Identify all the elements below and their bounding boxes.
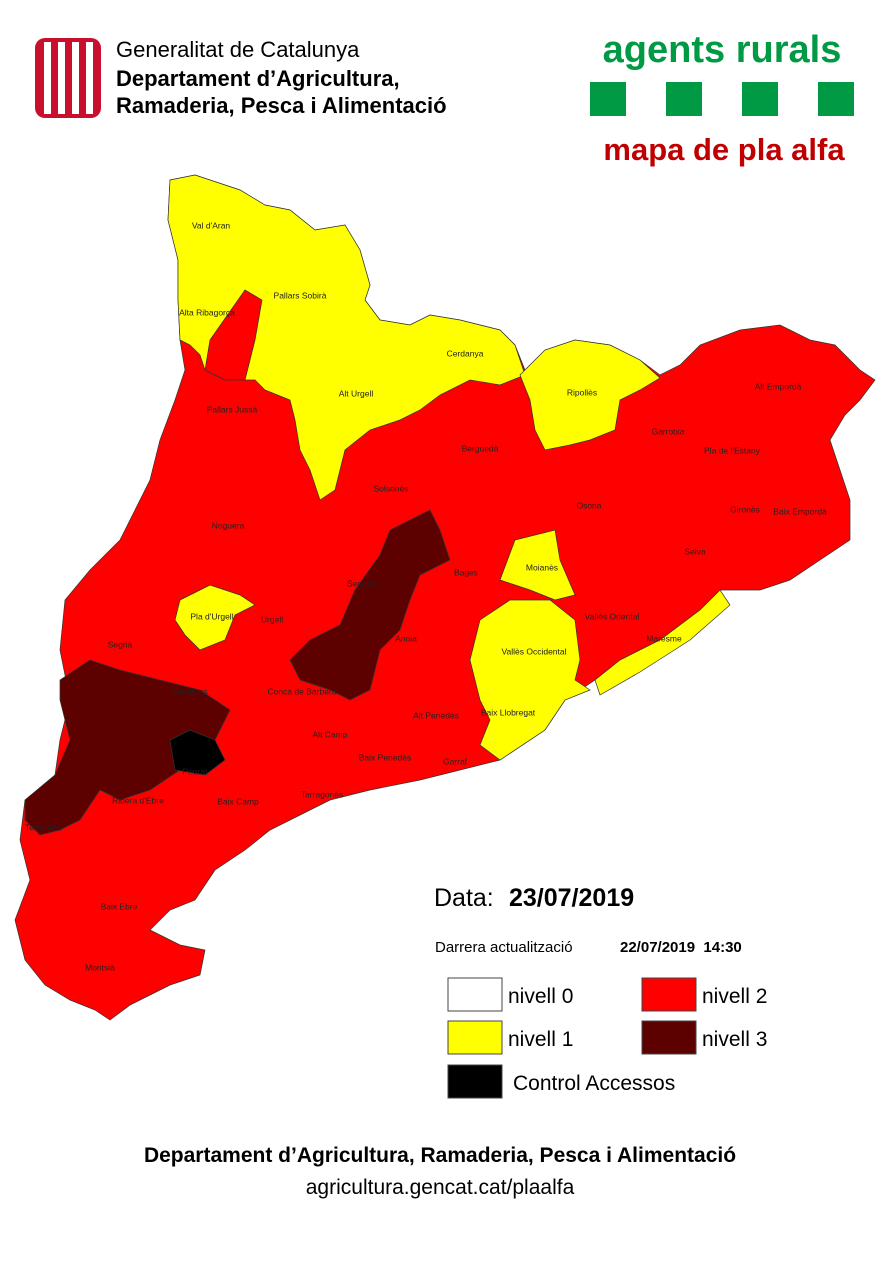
update: 22/07/2019 14:30 (620, 939, 742, 956)
region-label: Noguera (212, 520, 245, 530)
footer-url: agricultura.gencat.cat/plaalfa (306, 1176, 575, 1199)
region-label: Moianès (526, 562, 558, 572)
region-label: Priorat (182, 766, 208, 776)
update-label: Darrera actualització (435, 939, 573, 956)
region-label: Pla d'Urgell (190, 611, 233, 621)
region-label: Montsià (85, 962, 115, 972)
brand-squares (590, 82, 854, 116)
legend-label: nivell 2 (702, 985, 767, 1008)
legend-swatch (447, 1020, 503, 1055)
legend-swatch (641, 1020, 697, 1055)
legend-label: nivell 0 (508, 985, 573, 1008)
legend-label: nivell 1 (508, 1028, 573, 1051)
map: Val d'Aran Pallars Sobirà Alta Ribagorça Ce… (14, 174, 876, 1021)
region-label: Conca de Barberà (268, 686, 337, 696)
region-label: Pla de l'Estany (704, 445, 761, 455)
region-label: Terra Alta (25, 822, 61, 832)
legend-label: nivell 3 (702, 1028, 767, 1051)
region-label: Anoia (395, 633, 417, 643)
region-label: Maresme (646, 633, 682, 643)
date-label: Data: (434, 884, 494, 912)
region-label: Ribera d'Ebre (112, 795, 164, 805)
region-label: Solsonès (374, 483, 409, 493)
region-label: Baix Ebre (101, 901, 138, 911)
region-label: Alt Penedès (413, 710, 459, 720)
region-label: Garrigues (170, 686, 207, 696)
region-label: Garraf (443, 756, 468, 766)
region-label: Baix Llobregat (481, 707, 536, 717)
region-area (169, 729, 226, 776)
region-label: Pallars Jussà (207, 404, 258, 414)
region-area (24, 659, 231, 836)
region-label: Alt Urgell (339, 388, 374, 398)
region-area (594, 589, 731, 696)
region-label: Urgell (261, 614, 283, 624)
department-line: Ramaderia, Pesca i Alimentació (116, 93, 447, 118)
region-label: Alt Empordà (755, 381, 802, 391)
region-label: Bages (454, 567, 478, 577)
footer-department: Departament d’Agricultura, Ramaderia, Pe… (144, 1144, 736, 1167)
date: 23/07/2019 (509, 884, 634, 912)
subtitle: mapa de pla alfa (603, 132, 845, 167)
region-label: Alt Camp (313, 729, 348, 739)
region-label: Selva (684, 546, 706, 556)
region-label: Ripollès (567, 387, 597, 397)
legend-swatch (447, 1064, 503, 1099)
region-area (499, 529, 576, 601)
department-line: Departament d’Agricultura, (116, 66, 400, 91)
region-area (174, 584, 256, 651)
legend-swatch (447, 977, 503, 1012)
legend-swatch (641, 977, 697, 1012)
region-label: Osona (576, 500, 601, 510)
region-label: Segrià (108, 639, 133, 649)
region-label: Val d'Aran (192, 220, 231, 230)
institution: Generalitat de Catalunya (116, 37, 360, 62)
legend: nivell 0 nivell 2 nivell 1 nivell 3 Control … (447, 977, 767, 1099)
region-label: Baix Camp (217, 796, 259, 806)
brand: agents rurals (603, 29, 842, 71)
region-area (519, 339, 661, 451)
region-label: Garrotxa (651, 426, 684, 436)
region-area (469, 599, 591, 761)
region-area (204, 289, 263, 381)
region-label: Berguedà (462, 443, 499, 453)
region-label: Pallars Sobirà (274, 290, 327, 300)
region-label: Segarra (347, 578, 378, 588)
region-label: Gironès (730, 504, 760, 514)
region-label: Baix Penedès (359, 752, 411, 762)
region-label: Tarragonès (301, 789, 344, 799)
region-label: Cerdanya (447, 348, 484, 358)
region-area (289, 509, 451, 701)
region-label: Vallès Oriental (585, 611, 640, 621)
region-label: Alta Ribagorça (179, 307, 235, 317)
region-label: Vallès Occidental (501, 646, 566, 656)
legend-label: Control Accessos (513, 1072, 675, 1095)
logo (35, 38, 101, 118)
region-label: Baix Empordà (773, 506, 827, 516)
